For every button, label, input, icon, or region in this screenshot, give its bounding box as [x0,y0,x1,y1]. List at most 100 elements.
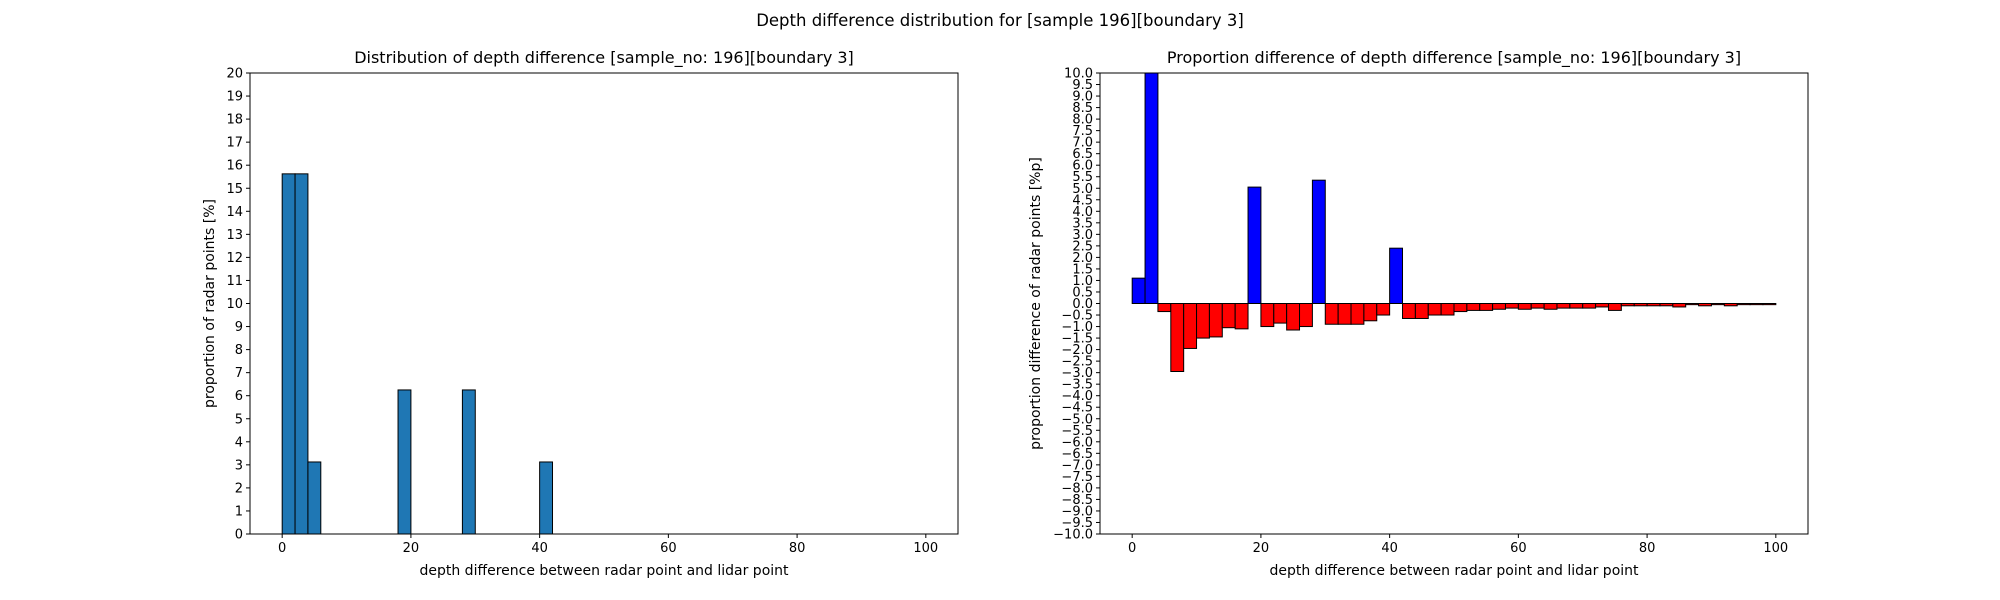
right-chart-bar [1427,303,1442,316]
left-chart-ytick-label: 0 [235,528,243,543]
left-chart-ytick-label: 3 [235,458,243,473]
right-chart-bar [1183,303,1198,349]
right-chart-ytick-label: 3.0 [1072,228,1093,243]
right-chart-ytick-label: 7.5 [1072,124,1093,139]
right-chart-bar [1350,303,1365,325]
right-chart-bar [1479,303,1494,311]
right-chart-ylabel: proportion difference of radar points [%… [1028,157,1044,450]
left-chart-bar [539,461,554,535]
left-chart-xtick-label: 40 [531,541,548,556]
right-chart-bar [1698,303,1712,307]
right-chart-bar [1131,277,1146,304]
right-chart: Proportion difference of depth differenc… [1028,48,1809,579]
right-chart-ytick-label: −0.5 [1061,309,1093,324]
right-chart-ytick-label: 6.0 [1072,159,1093,174]
right-chart-bar [1234,303,1249,330]
right-chart-ytick-label: 10.0 [1064,67,1093,82]
right-chart-frame [1099,72,1809,535]
right-chart-xtick-label: 60 [1510,541,1527,556]
right-chart-bar [1749,303,1764,306]
left-chart-ytick-label: 19 [226,90,243,105]
right-chart-bar [1286,303,1301,331]
right-chart-bar [1736,303,1751,306]
right-chart-ytick-label: −7.5 [1061,470,1093,485]
left-chart-bars [281,173,554,535]
left-chart-frame [249,72,959,535]
left-chart-xlabel: depth difference between radar point and… [419,563,789,579]
left-chart-ytick-label: 13 [226,228,243,243]
left-chart: Distribution of depth difference [sample… [202,48,959,579]
right-chart-ytick-label: 4.5 [1072,193,1093,208]
right-chart-ytick-label: 4.0 [1072,205,1093,220]
right-chart-ytick-label: 8.0 [1072,113,1093,128]
right-chart-bar [1607,303,1622,311]
right-chart-bar [1620,303,1635,307]
right-chart-bar [1376,303,1391,316]
right-chart-ytick-label: −8.0 [1061,481,1093,496]
right-chart-bar [1762,303,1777,306]
right-chart-xtick-label: 80 [1639,541,1656,556]
right-chart-bar [1633,303,1648,307]
right-chart-ytick-label: −7.0 [1061,458,1093,473]
left-chart-bar [461,389,476,535]
right-chart-ytick-label: 9.0 [1072,90,1093,105]
right-chart-ytick-label: 0.0 [1072,297,1093,312]
right-chart-bar [1466,303,1481,311]
right-chart-bar [1723,303,1738,307]
right-chart-ytick-label: −4.0 [1061,389,1093,404]
right-chart-bar [1196,303,1210,339]
left-chart-ytick-label: 2 [235,481,243,496]
left-chart-ytick-label: 20 [226,67,243,82]
right-chart-bar [1659,303,1674,307]
right-chart-xtick-label: 0 [1128,541,1136,556]
right-chart-bar [1170,303,1185,372]
right-chart-bar [1504,303,1519,309]
right-chart-xtick-label: 100 [1763,541,1788,556]
right-chart-ytick-label: −2.5 [1061,355,1093,370]
left-chart-ytick-label: 7 [235,366,243,381]
left-chart-ytick-label: 10 [226,297,243,312]
right-chart-ytick-label: 1.5 [1072,262,1093,277]
right-chart-ytick-label: 2.5 [1072,239,1093,254]
left-chart-ytick-label: 9 [235,320,243,335]
right-chart-ytick-label: 2.0 [1072,251,1093,266]
right-chart-bar [1582,303,1597,309]
right-chart-ytick-label: −1.0 [1061,320,1093,335]
right-chart-bar [1144,72,1159,304]
right-chart-bar [1157,303,1172,313]
left-chart-ticks: 0 20 40 60 80 1000123456789101112131415161718… [226,67,938,557]
right-chart-ytick-label: −6.5 [1061,447,1093,462]
right-chart-bar [1311,179,1326,304]
left-chart-ytick-label: 8 [235,343,243,358]
right-chart-ytick-label: −9.0 [1061,504,1093,519]
right-chart-bar [1492,303,1506,310]
right-chart-ytick-label: 3.5 [1072,216,1093,231]
right-chart-bar [1414,303,1429,319]
right-chart-ytick-label: −1.5 [1061,332,1093,347]
figure-suptitle: Depth difference distribution for [sampl… [756,11,1244,30]
right-chart-bar [1710,303,1725,306]
right-chart-bar [1595,303,1609,308]
right-chart-bar [1260,303,1275,328]
right-chart-bar [1337,303,1352,325]
left-chart-bar [281,173,296,535]
right-chart-xtick-label: 40 [1381,541,1398,556]
right-chart-bar [1453,303,1468,313]
right-chart-xlabel: depth difference between radar point and… [1269,563,1639,579]
right-chart-bar [1646,303,1661,307]
right-chart-ticks: 0 20 40 60 80 100 −10.0−9.5−9.0−8.5−8.0−7.5−7.… [1053,67,1788,557]
right-chart-title: Proportion difference of depth differenc… [1167,48,1741,68]
right-chart-bar [1530,303,1545,309]
left-chart-ytick-label: 15 [226,182,243,197]
right-chart-bar [1299,303,1313,328]
right-chart-bar [1324,303,1339,325]
right-chart-ytick-label: −10.0 [1053,528,1093,543]
right-chart-bar [1208,303,1223,338]
right-chart-bar [1569,303,1584,309]
left-chart-ytick-label: 4 [235,435,243,450]
right-chart-bar [1363,303,1378,322]
right-chart-ytick-label: 0.5 [1072,285,1093,300]
left-chart-xtick-label: 0 [278,541,286,556]
right-chart-ytick-label: 5.0 [1072,182,1093,197]
